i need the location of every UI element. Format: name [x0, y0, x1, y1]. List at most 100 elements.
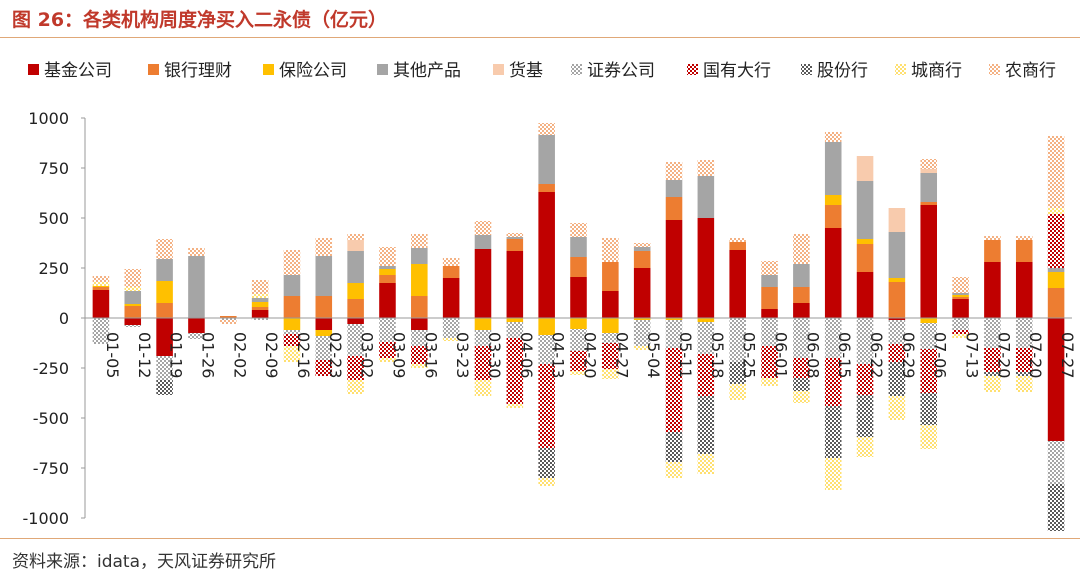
- x-tick-label: 01-05: [103, 332, 122, 379]
- bar-segment-series-3: [538, 318, 555, 335]
- source-note: 资料来源：idata，天风证券研究所: [12, 552, 277, 572]
- bar-segment-series-8: [984, 372, 1001, 376]
- bar-segment-series-10: [570, 223, 587, 237]
- bar-segment-series-1: [1047, 318, 1065, 441]
- bar-segment-series-4: [888, 232, 906, 278]
- bar-group-12: [442, 258, 460, 341]
- legend-item-7: 国有大行: [687, 61, 771, 81]
- x-tick-label: 05-11: [676, 332, 695, 379]
- bar-segment-series-10: [697, 160, 715, 176]
- bar-segment-series-2: [251, 307, 269, 310]
- bar-segment-series-3: [856, 239, 874, 244]
- bar-segment-series-2: [729, 242, 746, 250]
- bar-segment-series-1: [920, 205, 938, 318]
- bar-segment-series-6: [984, 318, 1001, 348]
- bar-segment-series-2: [665, 197, 683, 220]
- bar-segment-series-1: [506, 251, 524, 318]
- bar-segment-series-6: [824, 318, 842, 358]
- bar-segment-series-7: [761, 346, 778, 378]
- bar-segment-series-6: [633, 320, 651, 346]
- bar-segment-series-3: [124, 304, 142, 306]
- legend-item-5: 货基: [493, 61, 543, 81]
- bar-segment-series-4: [347, 251, 364, 283]
- bar-segment-series-6: [251, 318, 269, 320]
- bar-group-16: [570, 223, 587, 375]
- bar-segment-series-9: [538, 478, 555, 486]
- bar-segment-series-8: [697, 396, 715, 454]
- bar-group-8: [315, 238, 333, 376]
- bar-segment-series-3: [379, 269, 396, 275]
- bar-segment-series-7: [952, 330, 969, 334]
- x-tick-label: 02-23: [326, 332, 345, 379]
- bar-group-19: [665, 162, 683, 478]
- bar-segment-series-9: [92, 282, 110, 286]
- bar-segment-series-2: [920, 202, 938, 205]
- bar-group-5: [219, 316, 237, 324]
- bar-group-9: [347, 234, 364, 394]
- bar-segment-series-2: [888, 282, 906, 318]
- x-tick-label: 06-29: [899, 332, 918, 379]
- bar-segment-series-9: [856, 437, 874, 457]
- legend-item-1: 基金公司: [28, 61, 112, 81]
- bar-segment-series-7: [1015, 348, 1033, 372]
- bar-segment-series-2: [411, 296, 428, 318]
- bar-segment-series-9: [729, 384, 746, 400]
- x-tick-label: 07-20: [994, 332, 1013, 379]
- bar-segment-series-4: [761, 275, 778, 287]
- legend-item-8: 股份行: [801, 61, 868, 81]
- bar-segment-series-6: [506, 322, 524, 338]
- bar-segment-series-3: [952, 295, 969, 297]
- bar-segment-series-3: [570, 318, 587, 329]
- bar-group-6: [251, 280, 269, 320]
- legend-item-2: 银行理财: [148, 61, 232, 81]
- bar-segment-series-7: [1047, 214, 1065, 268]
- bar-segment-series-6: [219, 318, 237, 320]
- bar-group-25: [856, 156, 874, 457]
- bar-group-11: [411, 234, 428, 368]
- legend-label: 其他产品: [393, 61, 461, 81]
- bar-group-2: [124, 269, 142, 327]
- bar-segment-series-4: [315, 256, 333, 296]
- bar-segment-series-9: [251, 294, 269, 298]
- bar-segment-series-10: [793, 234, 810, 264]
- bar-segment-series-6: [602, 333, 619, 343]
- bar-segment-series-10: [984, 236, 1001, 240]
- bar-segment-series-5: [888, 208, 906, 232]
- bar-segment-series-10: [411, 234, 428, 248]
- bar-group-23: [793, 234, 810, 403]
- x-tick-label: 06-22: [867, 332, 886, 379]
- bar-segment-series-10: [824, 132, 842, 142]
- x-tick-label: 01-26: [198, 332, 217, 379]
- legend-swatch: [801, 64, 812, 75]
- bar-segment-series-6: [474, 330, 492, 346]
- bar-segment-series-10: [538, 123, 555, 135]
- x-tick-label: 04-06: [517, 332, 536, 379]
- bar-segment-series-9: [1047, 208, 1065, 214]
- bar-group-3: [156, 239, 173, 395]
- x-tick-label: 01-19: [167, 332, 186, 379]
- bar-segment-series-4: [824, 142, 842, 195]
- bar-segment-series-3: [1047, 272, 1065, 288]
- y-tick-label: -500: [33, 409, 69, 428]
- x-tick-label: 07-20: [1026, 332, 1045, 379]
- bar-segment-series-4: [124, 291, 142, 304]
- bar-segment-series-3: [92, 286, 110, 287]
- x-tick-label: 02-16: [294, 332, 313, 379]
- bar-group-4: [188, 248, 205, 339]
- bar-segment-series-1: [761, 309, 778, 318]
- bar-segment-series-9: [793, 391, 810, 403]
- x-tick-label: 06-01: [772, 332, 791, 379]
- bar-segment-series-8: [156, 380, 173, 395]
- bar-segment-series-10: [442, 258, 460, 266]
- bar-segment-series-1: [379, 283, 396, 318]
- bar-segment-series-6: [538, 335, 555, 364]
- bar-segment-series-2: [283, 296, 301, 318]
- bar-segment-series-10: [665, 162, 683, 180]
- bar-segment-series-6: [188, 333, 205, 339]
- bar-segment-series-7: [315, 360, 333, 376]
- x-tick-label: 04-20: [581, 332, 600, 379]
- bar-segment-series-9: [888, 396, 906, 420]
- bar-segment-series-7: [824, 358, 842, 406]
- bar-segment-series-7: [602, 343, 619, 369]
- bar-segment-series-8: [538, 448, 555, 478]
